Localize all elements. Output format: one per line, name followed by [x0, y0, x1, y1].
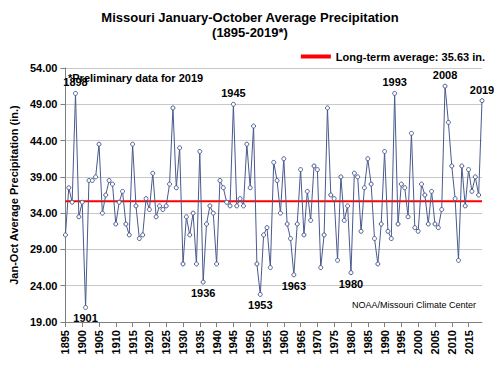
svg-text:1925: 1925: [160, 330, 172, 354]
svg-text:NOAA/Missouri Climate Center: NOAA/Missouri Climate Center: [352, 300, 476, 310]
svg-text:1905: 1905: [93, 330, 105, 354]
svg-text:1915: 1915: [127, 330, 139, 354]
svg-text:49.00: 49.00: [30, 98, 58, 110]
svg-text:44.00: 44.00: [30, 135, 58, 147]
svg-text:1950: 1950: [244, 330, 256, 354]
svg-text:1895: 1895: [59, 330, 71, 354]
svg-text:29.00: 29.00: [30, 243, 58, 255]
svg-text:1901: 1901: [73, 312, 97, 324]
svg-text:2005: 2005: [429, 330, 441, 354]
svg-text:1965: 1965: [295, 330, 307, 354]
svg-text:1910: 1910: [110, 330, 122, 354]
svg-text:1930: 1930: [177, 330, 189, 354]
svg-text:1975: 1975: [328, 330, 340, 354]
svg-text:24.00: 24.00: [30, 280, 58, 292]
svg-text:1940: 1940: [211, 330, 223, 354]
svg-text:1985: 1985: [362, 330, 374, 354]
svg-text:1990: 1990: [379, 330, 391, 354]
svg-text:1960: 1960: [278, 330, 290, 354]
svg-text:(1895-2019*): (1895-2019*): [212, 25, 288, 40]
svg-text:Long-term average: 35.63 in.: Long-term average: 35.63 in.: [336, 51, 485, 63]
svg-text:1920: 1920: [143, 330, 155, 354]
svg-text:34.00: 34.00: [30, 207, 58, 219]
svg-text:1995: 1995: [395, 330, 407, 354]
svg-text:19.00: 19.00: [30, 316, 58, 328]
svg-text:2000: 2000: [412, 330, 424, 354]
svg-text:2008: 2008: [433, 69, 457, 81]
svg-text:39.00: 39.00: [30, 171, 58, 183]
svg-text:1945: 1945: [227, 330, 239, 354]
svg-text:Missouri January-October Avera: Missouri January-October Average Precipi…: [101, 10, 398, 25]
svg-text:1900: 1900: [76, 330, 88, 354]
svg-text:Jan-Oct Average Precipitation: Jan-Oct Average Precipitation (in.): [8, 105, 20, 285]
svg-text:1945: 1945: [221, 87, 245, 99]
svg-text:2010: 2010: [446, 330, 458, 354]
svg-text:*Preliminary data for 2019: *Preliminary data for 2019: [68, 72, 203, 84]
svg-text:1963: 1963: [282, 280, 306, 292]
svg-text:1935: 1935: [194, 330, 206, 354]
svg-text:1936: 1936: [191, 287, 215, 299]
svg-text:2015: 2015: [463, 330, 475, 354]
svg-text:54.00: 54.00: [30, 62, 58, 74]
svg-text:1980: 1980: [339, 278, 363, 290]
svg-text:1955: 1955: [261, 330, 273, 354]
svg-text:1898: 1898: [63, 76, 87, 88]
svg-text:2019: 2019: [470, 84, 494, 96]
svg-text:1953: 1953: [248, 299, 272, 311]
svg-text:1970: 1970: [311, 330, 323, 354]
svg-text:1980: 1980: [345, 330, 357, 354]
svg-text:1993: 1993: [382, 76, 406, 88]
